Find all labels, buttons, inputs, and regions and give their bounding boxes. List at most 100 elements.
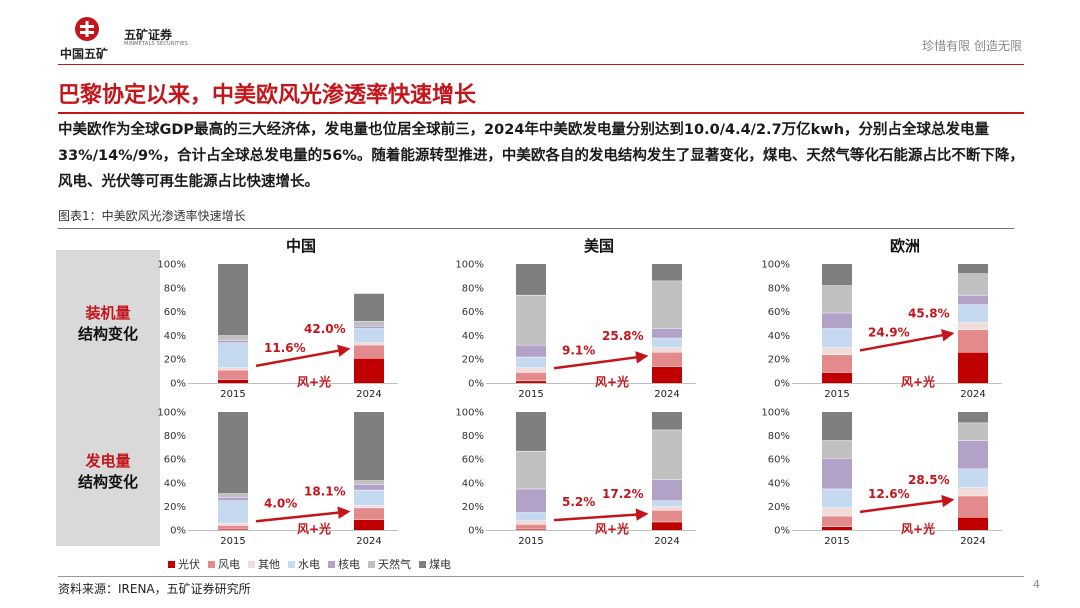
bar-segment-水电 (354, 328, 384, 342)
data-label-2024: 17.2% (602, 487, 644, 501)
data-label-2015: 4.0% (264, 496, 297, 510)
y-tick-label: 100% (455, 260, 484, 271)
bar-segment-天然气 (516, 295, 546, 345)
bar-segment-其他 (652, 347, 682, 352)
bar-segment-风电 (652, 352, 682, 366)
bar-segment-水电 (822, 489, 852, 508)
bar-segment-其他 (958, 488, 988, 496)
y-tick-label: 20% (768, 502, 790, 513)
wind-solar-arrow (256, 512, 348, 522)
bar-segment-核电 (822, 313, 852, 328)
legend-label: 其他 (258, 556, 280, 572)
wind-solar-label: 风+光 (901, 374, 935, 389)
bar-segment-天然气 (652, 430, 682, 480)
legend-swatch (368, 561, 375, 568)
x-tick-label: 2015 (518, 536, 543, 547)
bar-segment-光伏 (958, 517, 988, 530)
y-tick-label: 0% (170, 379, 186, 390)
bar-segment-核电 (354, 484, 384, 490)
legend-item: 煤电 (419, 556, 451, 572)
bar-segment-风电 (822, 354, 852, 372)
chart-legend: 光伏 风电 其他 水电 核电 天然气 煤电 (168, 557, 459, 571)
bar-segment-核电 (218, 497, 248, 501)
bar-segment-风电 (354, 508, 384, 520)
legend-swatch (168, 561, 175, 568)
legend-item: 水电 (288, 556, 320, 572)
bar-segment-其他 (958, 322, 988, 329)
y-tick-label: 100% (761, 260, 790, 271)
bar-segment-风电 (652, 510, 682, 522)
bar-segment-核电 (516, 489, 546, 513)
legend-label: 核电 (338, 556, 360, 572)
bar-segment-风电 (958, 496, 988, 517)
wind-solar-label: 风+光 (297, 521, 331, 536)
legend-label: 煤电 (429, 556, 451, 572)
y-tick-label: 100% (761, 408, 790, 419)
legend-swatch (208, 561, 215, 568)
bar-segment-煤电 (652, 264, 682, 281)
y-tick-label: 0% (774, 379, 790, 390)
y-tick-label: 40% (768, 478, 790, 489)
bar-segment-其他 (822, 508, 852, 516)
legend-label: 光伏 (178, 556, 200, 572)
y-tick-label: 60% (462, 307, 484, 318)
bar-segment-核电 (822, 458, 852, 489)
bar-segment-其他 (652, 506, 682, 510)
y-tick-label: 40% (768, 331, 790, 342)
source-note: 资料来源：IRENA，五矿证券研究所 (58, 580, 251, 597)
bar-segment-核电 (652, 479, 682, 500)
bar-segment-天然气 (354, 480, 384, 484)
y-tick-label: 20% (768, 355, 790, 366)
data-label-2015: 24.9% (868, 325, 910, 339)
bar-segment-光伏 (822, 372, 852, 383)
x-tick-label: 2024 (960, 536, 985, 547)
y-tick-label: 100% (455, 408, 484, 419)
bar-segment-煤电 (958, 412, 988, 423)
bar-segment-光伏 (354, 519, 384, 530)
y-tick-label: 20% (164, 502, 186, 513)
legend-label: 天然气 (378, 556, 411, 572)
y-tick-label: 40% (462, 331, 484, 342)
bar-segment-风电 (516, 372, 546, 380)
wind-solar-arrow (860, 500, 952, 512)
legend-label: 风电 (218, 556, 240, 572)
y-tick-label: 80% (768, 431, 790, 442)
x-tick-label: 2015 (824, 536, 849, 547)
y-tick-label: 60% (768, 455, 790, 466)
panel-title: 欧洲 (890, 237, 920, 255)
data-label-2024: 25.8% (602, 329, 644, 343)
wind-solar-label: 风+光 (901, 521, 935, 536)
bar-segment-水电 (516, 512, 546, 520)
x-tick-label: 2024 (654, 536, 679, 547)
bar-segment-光伏 (652, 366, 682, 383)
y-tick-label: 0% (170, 526, 186, 537)
source-divider (58, 576, 1024, 577)
bar-segment-天然气 (516, 451, 546, 489)
bar-segment-核电 (516, 345, 546, 357)
bar-segment-天然气 (822, 440, 852, 458)
legend-item: 光伏 (168, 556, 200, 572)
bar-segment-其他 (516, 368, 546, 373)
y-tick-label: 20% (164, 355, 186, 366)
bar-segment-天然气 (958, 423, 988, 441)
y-tick-label: 40% (164, 478, 186, 489)
bar-segment-水电 (218, 343, 248, 368)
y-tick-label: 60% (462, 455, 484, 466)
legend-swatch (328, 561, 335, 568)
legend-label: 水电 (298, 556, 320, 572)
bar-segment-煤电 (958, 264, 988, 274)
bar-segment-光伏 (652, 522, 682, 530)
bar-segment-光伏 (354, 358, 384, 383)
x-tick-label: 2024 (356, 389, 381, 400)
x-tick-label: 2015 (220, 389, 245, 400)
wind-solar-label: 风+光 (595, 521, 629, 536)
bar-segment-煤电 (516, 264, 546, 295)
bar-segment-煤电 (218, 264, 248, 335)
bar-segment-煤电 (218, 412, 248, 493)
bar-segment-天然气 (354, 321, 384, 326)
wind-solar-arrow (554, 514, 646, 520)
data-label-2024: 28.5% (908, 473, 950, 487)
panel-title: 中国 (286, 237, 316, 255)
bar-segment-天然气 (218, 493, 248, 497)
